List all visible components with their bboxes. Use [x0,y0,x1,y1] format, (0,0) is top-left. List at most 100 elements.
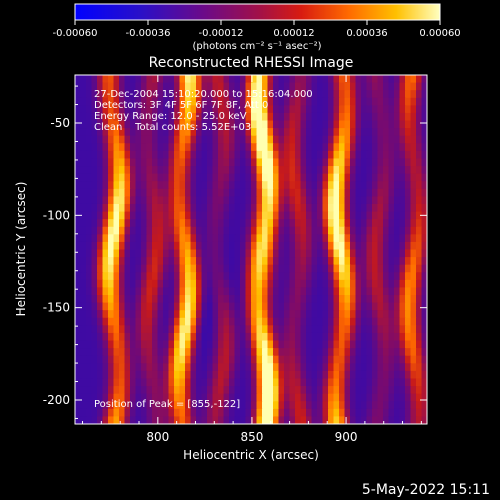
heatmap-cell [80,393,87,402]
heatmap-cell [306,188,313,197]
heatmap-cell [146,188,153,197]
heatmap-cell [119,408,126,418]
heatmap-cell [174,135,181,144]
heatmap-cell [278,363,285,372]
heatmap-cell [146,363,153,372]
heatmap-cell [344,158,351,167]
heatmap-cell [80,196,87,205]
heatmap-cell [333,219,340,228]
heatmap-cell [251,82,258,91]
heatmap-cell [179,378,186,387]
annotation-clean: Clean Total counts: 5.52E+03 [94,122,251,133]
heatmap-cell [97,203,104,213]
heatmap-cell [179,348,186,357]
heatmap-cell [97,135,104,144]
heatmap-cell [207,75,214,84]
heatmap-cell [399,75,406,84]
heatmap-cell [135,401,142,410]
heatmap-cell [344,120,351,129]
axis-ticks: 800 850 900-50-100-150-200 [43,75,427,444]
heatmap-cell [350,257,357,266]
heatmap-cell [278,181,285,190]
heatmap-cell [328,203,335,213]
heatmap-cell [322,257,329,266]
heatmap-cell [86,287,93,296]
heatmap-cell [124,75,131,84]
heatmap-cell [124,272,131,281]
heatmap-cell [416,226,423,235]
heatmap-cell [394,234,401,243]
heatmap-cell [102,408,109,418]
heatmap-cell [141,75,148,84]
heatmap-cell [344,287,351,296]
heatmap-cell [399,105,406,114]
heatmap-cell [383,295,390,304]
heatmap-cell [240,97,247,106]
heatmap-cell [141,295,148,304]
heatmap-cell [289,211,296,220]
heatmap-cell [229,287,236,296]
heatmap-cell [410,135,417,144]
heatmap-cell [366,219,373,228]
heatmap-cell [289,249,296,258]
heatmap-cell [289,120,296,129]
heatmap-cell [405,287,412,296]
heatmap-cell [97,158,104,167]
heatmap-cell [124,348,131,357]
heatmap-cell [262,287,269,296]
heatmap-cell [361,386,368,395]
heatmap-cell [163,348,170,357]
heatmap-cell [168,393,175,402]
heatmap-cell [311,393,318,402]
heatmap-cell [300,173,307,182]
heatmap-cell [339,75,346,84]
heatmap-cell [212,348,219,357]
heatmap-cell [289,272,296,281]
heatmap-cell [256,386,263,395]
heatmap-cell [124,287,131,296]
heatmap-cell [119,317,126,326]
heatmap-cell [317,82,324,91]
heatmap-cell [108,203,115,213]
heatmap-cell [207,295,214,304]
heatmap-cell [130,317,137,326]
heatmap-cell [91,272,98,281]
heatmap-cell [152,317,159,326]
heatmap-cell [350,416,357,424]
heatmap-cell [113,234,120,243]
heatmap-cell [201,295,208,304]
heatmap-cell [328,370,335,380]
heatmap-cell [339,325,346,334]
heatmap-cell [80,370,87,380]
heatmap-cell [163,105,170,114]
heatmap-cell [344,196,351,205]
heatmap-cell [113,340,120,349]
heatmap-cell [97,173,104,182]
heatmap-cell [256,173,263,182]
heatmap-cell [97,264,104,273]
heatmap-cell [201,355,208,364]
heatmap-cell [322,287,329,296]
heatmap-cell [284,378,291,387]
heatmap-cell [75,363,82,372]
heatmap-cell [113,257,120,266]
heatmap-cell [317,203,324,213]
heatmap-cell [410,302,417,311]
heatmap-cell [75,150,82,160]
heatmap-cell [108,181,115,190]
heatmap-cell [322,264,329,273]
heatmap-cell [256,105,263,114]
heatmap-cell [267,287,274,296]
heatmap-cell [311,310,318,319]
heatmap-cell [86,143,93,152]
heatmap-cell [289,295,296,304]
heatmap-cell [311,332,318,342]
heatmap-cell [196,112,203,122]
heatmap-cell [179,287,186,296]
heatmap-cell [91,295,98,304]
heatmap-cell [234,408,241,418]
heatmap-cell [273,211,280,220]
heatmap-cell [372,75,379,84]
heatmap-cell [278,128,285,137]
heatmap-cell [119,249,126,258]
